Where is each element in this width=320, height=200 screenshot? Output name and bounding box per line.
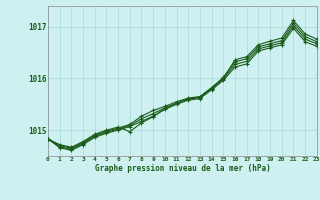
X-axis label: Graphe pression niveau de la mer (hPa): Graphe pression niveau de la mer (hPa) — [94, 164, 270, 173]
